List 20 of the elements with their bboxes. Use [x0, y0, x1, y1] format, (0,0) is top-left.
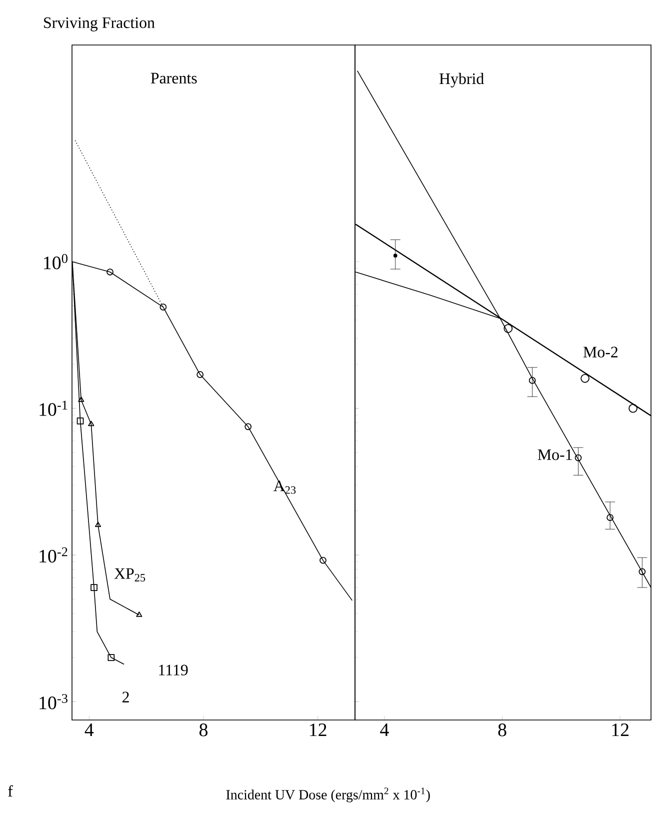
annotation: XP$_{25}$: [114, 568, 146, 582]
y-axis-title: Srviving Fraction: [44, 17, 155, 32]
x-axis-title: Incident UV Dose (ergs/mm$^{2}$ x 10$^{-1}$): [226, 788, 430, 802]
y-tick-label: 10$^{0}$: [44, 254, 68, 270]
annotation: 2: [122, 692, 129, 702]
y-tick-label: 10$^{-1}$: [40, 400, 68, 416]
annotation: Mo-1: [538, 449, 572, 460]
x-tick-label: 4: [84, 724, 94, 736]
x-tick-label: 4: [380, 724, 389, 736]
y-tick-label: 10$^{-2}$: [40, 547, 68, 563]
annotation: Mo-2: [583, 346, 618, 358]
x-tick-label: 12: [310, 724, 326, 736]
text: f: [8, 785, 13, 796]
x-tick-label: 12: [612, 724, 629, 736]
text: Hybrid: [439, 72, 484, 88]
y-tick-label: 10$^{-3}$: [40, 694, 68, 710]
x-tick-label: 8: [199, 724, 208, 736]
annotation: 1119: [159, 664, 188, 676]
text: Parents: [150, 72, 197, 84]
x-tick-label: 8: [498, 724, 506, 736]
